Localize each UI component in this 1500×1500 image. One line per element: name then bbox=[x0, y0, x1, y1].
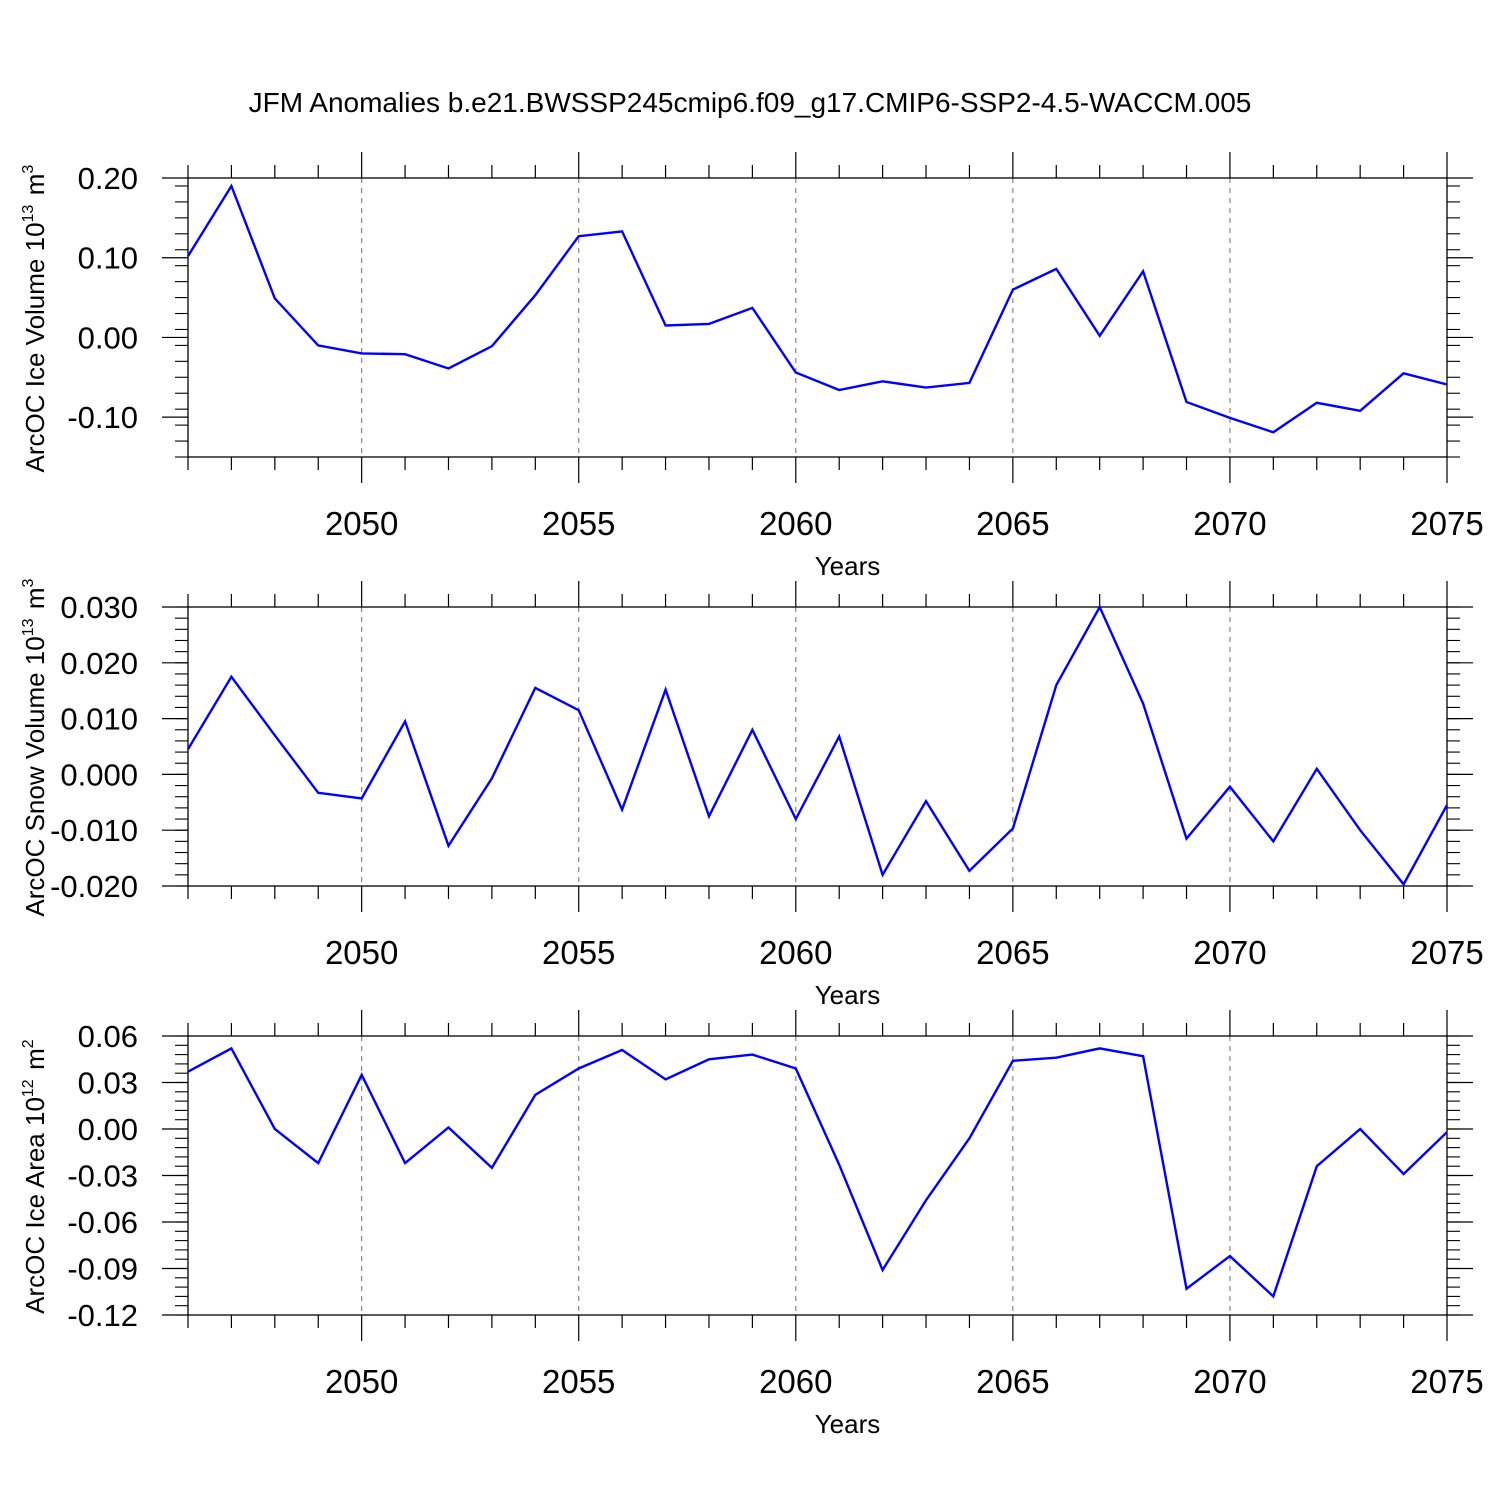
snow-volume-ytick-label: -0.020 bbox=[50, 869, 138, 904]
ice-volume-series-line bbox=[186, 183, 1448, 434]
ice-volume-xtick-label: 2070 bbox=[1193, 505, 1266, 542]
snow-volume-xtick-label: 2065 bbox=[976, 934, 1049, 971]
ice-area-plot-frame bbox=[187, 1035, 1448, 1316]
ice-volume-ytick-label: -0.10 bbox=[67, 400, 138, 435]
snow-volume-xaxis-label: Years bbox=[815, 980, 881, 1010]
ice-volume-xtick-label: 2065 bbox=[976, 505, 1049, 542]
ice-area-yaxis-label-spacer bbox=[20, 1037, 50, 1039]
ice-area-xtick-label: 2070 bbox=[1193, 1363, 1266, 1400]
snow-volume-xtick-label: 2050 bbox=[325, 934, 398, 971]
ice-volume-xtick-label: 2050 bbox=[325, 505, 398, 542]
ice-area-yaxis-label-text: ArcOC Ice Area 10 bbox=[20, 1097, 50, 1314]
snow-volume-plot-frame bbox=[187, 606, 1448, 887]
snow-volume-ytick-label: -0.010 bbox=[50, 813, 138, 848]
ice-area-xtick-label: 2075 bbox=[1410, 1363, 1483, 1400]
ice-volume-yaxis-label-superscript: 13 bbox=[20, 205, 37, 223]
ice-volume-ytick-label: 0.10 bbox=[78, 241, 138, 276]
ice-volume-plot-frame bbox=[187, 177, 1448, 458]
snow-volume-yaxis-label-text: m bbox=[20, 587, 50, 616]
ice-volume-yaxis-label: ArcOC Ice Volume 1013 m3 bbox=[20, 163, 50, 473]
ice-area-xaxis-label: Years bbox=[815, 1409, 881, 1439]
panel-ice-volume: 2050 2055 2060 2065 2070 2075 Years 0.20 0.10 0.0… bbox=[20, 152, 1484, 581]
snow-volume-xtick-label: 2055 bbox=[542, 934, 615, 971]
snow-volume-yaxis-label: ArcOC Snow Volume 1013 m3 bbox=[20, 576, 50, 916]
ice-area-ytick-label: 0.03 bbox=[78, 1066, 138, 1101]
ice-area-ytick-label: -0.09 bbox=[67, 1252, 138, 1287]
snow-volume-yaxis-label-text: ArcOC Snow Volume 10 bbox=[20, 636, 50, 916]
ice-area-xtick-label: 2050 bbox=[325, 1363, 398, 1400]
ice-area-xtick-label: 2060 bbox=[759, 1363, 832, 1400]
ice-area-yaxis-label-text: m bbox=[20, 1048, 50, 1077]
ice-area-xtick-label: 2055 bbox=[542, 1363, 615, 1400]
ice-volume-xtick-label: 2060 bbox=[759, 505, 832, 542]
ice-area-ytick-label: -0.12 bbox=[67, 1298, 138, 1333]
panel-ice-area: 2050 2055 2060 2065 2070 2075 Years 0.06 0.03 0.0… bbox=[20, 1010, 1484, 1439]
snow-volume-yaxis-label-superscript: 13 bbox=[20, 618, 37, 636]
ice-area-ytick-label: 0.00 bbox=[78, 1112, 138, 1147]
ice-area-yaxis-label-superscript: 12 bbox=[20, 1079, 37, 1097]
ice-area-ytick-label: -0.06 bbox=[67, 1205, 138, 1240]
ice-volume-yaxis-label-spacer bbox=[20, 163, 50, 165]
snow-volume-xtick-label: 2075 bbox=[1410, 934, 1483, 971]
ice-volume-ytick-label: 0.20 bbox=[78, 161, 138, 196]
ice-volume-ytick-label: 0.00 bbox=[78, 320, 138, 355]
ice-area-ytick-label: 0.06 bbox=[78, 1019, 138, 1054]
ice-area-yaxis-label-superscript: 2 bbox=[20, 1039, 37, 1048]
ice-area-xtick-label: 2065 bbox=[976, 1363, 1049, 1400]
ice-area-yaxis-label: ArcOC Ice Area 1012 m2 bbox=[20, 1037, 50, 1314]
snow-volume-xtick-label: 2070 bbox=[1193, 934, 1266, 971]
snow-volume-ytick-label: 0.020 bbox=[60, 646, 138, 681]
panel-snow-volume: 2050 2055 2060 2065 2070 2075 Years 0.030 0.020 0… bbox=[20, 576, 1484, 1010]
ice-volume-xtick-label: 2075 bbox=[1410, 505, 1483, 542]
chart-title: JFM Anomalies b.e21.BWSSP245cmip6.f09_g1… bbox=[249, 87, 1252, 118]
snow-volume-yaxis-label-superscript: 3 bbox=[20, 578, 37, 587]
snow-volume-xtick-label: 2060 bbox=[759, 934, 832, 971]
ice-volume-yaxis-label-text: ArcOC Ice Volume 10 bbox=[20, 222, 50, 472]
ice-volume-xtick-label: 2055 bbox=[542, 505, 615, 542]
snow-volume-series-line bbox=[186, 604, 1449, 887]
snow-volume-ytick-label: 0.030 bbox=[60, 590, 138, 625]
ice-area-series-line bbox=[187, 1046, 1448, 1299]
ice-volume-xaxis-label: Years bbox=[815, 551, 881, 581]
ice-volume-yaxis-label-text: m bbox=[20, 174, 50, 203]
ice-area-ytick-label: -0.03 bbox=[67, 1159, 138, 1194]
snow-volume-ytick-label: 0.010 bbox=[60, 702, 138, 737]
snow-volume-ytick-label: 0.000 bbox=[60, 757, 138, 792]
ice-volume-yaxis-label-superscript: 3 bbox=[20, 165, 37, 174]
snow-volume-yaxis-label-spacer bbox=[20, 576, 50, 578]
